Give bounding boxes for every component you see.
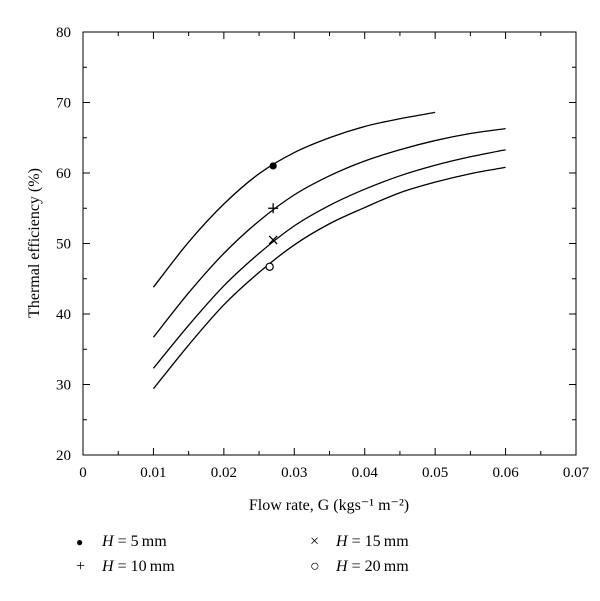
legend-item-h15: × H = 15 mm	[310, 533, 409, 551]
axis-ticks	[82, 31, 577, 456]
series-line-1	[152, 111, 436, 288]
legend-item-h20: ○ H = 20 mm	[310, 558, 409, 576]
open-circle-icon: ○	[310, 558, 320, 575]
plot-frame	[82, 31, 577, 456]
y-axis-label: Thermal efficiency (%)	[26, 168, 43, 318]
series-line-2	[152, 127, 506, 338]
legend-label: H = 5 mm	[102, 533, 167, 550]
filled-circle-icon: ●	[76, 534, 84, 549]
legend-label: H = 20 mm	[336, 558, 409, 575]
y-tick-label: 80	[56, 25, 71, 41]
x-tick-label: 0.02	[211, 465, 237, 481]
axis-tick-labels: 0 0.01 0.02 0.03 0.04 0.05 0.06 0.07 20 30 40 50 60 7…	[56, 25, 590, 481]
cross-icon: ×	[310, 533, 320, 550]
x-tick-label: 0.01	[140, 465, 166, 481]
y-tick-label: 70	[56, 96, 71, 112]
series-line-4	[152, 166, 506, 390]
series-markers	[265, 162, 279, 271]
x-tick-label: 0.07	[563, 465, 590, 481]
legend-item-h5: ● H = 5 mm	[76, 533, 167, 551]
marker-cross-b	[268, 235, 278, 245]
x-tick-label: 0.06	[492, 465, 519, 481]
x-tick-label: 0.04	[352, 465, 379, 481]
y-tick-label: 40	[56, 307, 71, 323]
x-axis-label: Flow rate, G (kgs⁻¹ m⁻²)	[249, 497, 409, 514]
legend-item-h10: + H = 10 mm	[76, 558, 175, 576]
series-lines	[152, 111, 506, 390]
y-tick-label: 50	[56, 237, 71, 253]
x-tick-label: 0.05	[422, 465, 448, 481]
marker-open-circle	[265, 262, 274, 271]
legend-label: H = 10 mm	[102, 558, 175, 575]
legend-label: H = 15 mm	[336, 533, 409, 550]
y-tick-label: 20	[56, 448, 71, 464]
plus-icon: +	[76, 558, 86, 575]
x-tick-label: 0	[79, 465, 87, 481]
x-tick-label: 0.03	[281, 465, 307, 481]
y-tick-label: 60	[56, 166, 71, 182]
y-tick-label: 30	[56, 378, 71, 394]
marker-filled-circle	[269, 162, 277, 170]
series-line-3	[152, 149, 506, 369]
